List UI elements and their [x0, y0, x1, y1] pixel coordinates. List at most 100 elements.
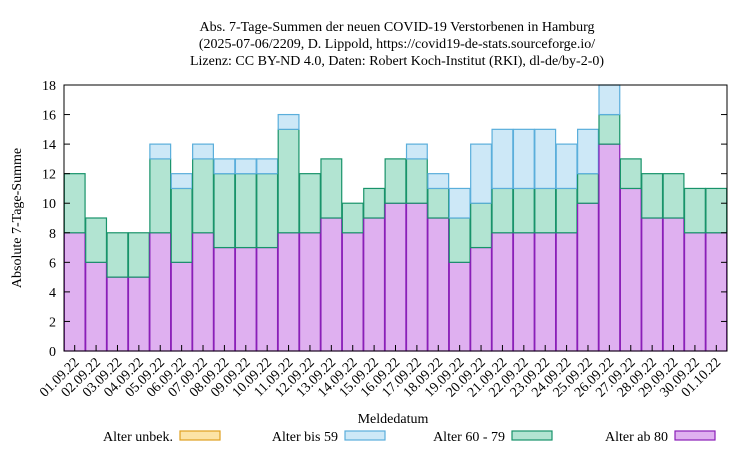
- bar-alter-60-79-26.09.22: [598, 113, 621, 145]
- title-line-3: Lizenz: CC BY-ND 4.0, Daten: Robert Koch…: [190, 54, 604, 69]
- x-axis-label: Meldedatum: [358, 412, 429, 427]
- bar-alter-60-79-27.09.22: [619, 158, 642, 190]
- bar-alter-60-79-05.09.22: [149, 158, 172, 234]
- bar-alter-ab-80-10.09.22: [256, 246, 279, 352]
- legend-item-alter-60-79: Alter 60 - 79: [433, 430, 553, 445]
- bar-alter-60-79-29.09.22: [662, 173, 685, 219]
- bar-alter-bis-59-09.09.22: [234, 158, 257, 175]
- title-line-1: Abs. 7-Tage-Summen der neuen COVID-19 Ve…: [199, 20, 594, 35]
- bar-alter-ab-80-17.09.22: [405, 202, 428, 352]
- bar-alter-60-79-11.09.22: [277, 128, 300, 234]
- legend-item-alter-bis-59: Alter bis 59: [272, 430, 386, 445]
- y-tick-label: 0: [49, 345, 56, 360]
- bar-alter-bis-59-05.09.22: [149, 143, 172, 160]
- y-tick-label: 10: [42, 197, 56, 212]
- bar-alter-ab-80-07.09.22: [192, 232, 214, 352]
- bar-alter-60-79-06.09.22: [170, 187, 193, 263]
- bars-layer: [63, 84, 728, 352]
- bar-alter-60-79-16.09.22: [384, 158, 407, 204]
- bar-alter-60-79-18.09.22: [427, 187, 450, 219]
- bar-alter-ab-80-04.09.22: [127, 276, 150, 352]
- bar-alter-ab-80-22.09.22: [512, 232, 535, 352]
- bar-alter-ab-80-15.09.22: [363, 217, 386, 352]
- y-tick-label: 4: [49, 286, 56, 301]
- bar-alter-60-79-10.09.22: [256, 173, 279, 249]
- legend-label: Alter ab 80: [605, 430, 668, 445]
- legend-swatch: [179, 430, 221, 441]
- y-axis: 0 2 4 6 8 10 12 14 16 18: [42, 79, 727, 360]
- bar-alter-ab-80-16.09.22: [384, 202, 407, 352]
- x-axis: 01.09.2202.09.2203.09.2204.09.2205.09.22…: [37, 345, 724, 400]
- legend-swatch: [344, 430, 386, 441]
- bar-alter-ab-80-09.09.22: [234, 246, 257, 352]
- bar-alter-ab-80-21.09.22: [491, 232, 514, 352]
- bar-alter-bis-59-18.09.22: [427, 173, 450, 190]
- bar-alter-60-79-20.09.22: [470, 202, 493, 249]
- bar-alter-60-79-12.09.22: [298, 173, 321, 234]
- bar-alter-ab-80-25.09.22: [577, 202, 599, 352]
- bar-alter-60-79-02.09.22: [85, 217, 108, 263]
- y-tick-label: 18: [42, 79, 56, 94]
- bar-alter-ab-80-03.09.22: [106, 276, 129, 352]
- chart-title: Abs. 7-Tage-Summen der neuen COVID-19 Ve…: [190, 20, 604, 69]
- bar-alter-ab-80-29.09.22: [662, 217, 685, 352]
- bar-alter-60-79-28.09.22: [641, 173, 664, 219]
- bar-alter-60-79-09.09.22: [234, 173, 257, 249]
- y-axis-label: Absolute 7-Tage-Summe: [10, 148, 25, 288]
- bar-alter-ab-80-08.09.22: [213, 246, 236, 352]
- bar-alter-60-79-22.09.22: [512, 187, 535, 234]
- legend-swatch: [511, 430, 553, 441]
- y-tick-label: 14: [42, 138, 56, 153]
- bar-alter-bis-59-23.09.22: [534, 128, 557, 190]
- bar-alter-60-79-13.09.22: [320, 158, 343, 219]
- bar-alter-bis-59-10.09.22: [256, 158, 279, 175]
- bar-alter-bis-59-06.09.22: [170, 173, 193, 190]
- bar-alter-ab-80-11.09.22: [277, 232, 300, 352]
- bar-alter-bis-59-25.09.22: [577, 128, 599, 175]
- bar-alter-ab-80-19.09.22: [448, 261, 471, 352]
- y-tick-label: 16: [42, 109, 56, 124]
- bar-alter-60-79-04.09.22: [127, 232, 150, 278]
- bar-alter-bis-59-19.09.22: [448, 187, 471, 219]
- bar-alter-60-79-21.09.22: [491, 187, 514, 234]
- bar-alter-60-79-19.09.22: [448, 217, 471, 263]
- bar-alter-60-79-15.09.22: [363, 187, 386, 219]
- bar-alter-60-79-07.09.22: [192, 158, 214, 234]
- bar-alter-60-79-08.09.22: [213, 173, 236, 249]
- bar-alter-ab-80-20.09.22: [470, 246, 493, 352]
- y-tick-label: 12: [42, 168, 56, 183]
- bar-alter-ab-80-14.09.22: [341, 232, 364, 352]
- bar-alter-bis-59-17.09.22: [405, 143, 428, 160]
- bar-alter-ab-80-02.09.22: [85, 261, 108, 352]
- bar-alter-60-79-25.09.22: [577, 173, 599, 204]
- bar-alter-ab-80-12.09.22: [298, 232, 321, 352]
- legend-item-alter-ab-80: Alter ab 80: [605, 430, 716, 445]
- bar-alter-ab-80-26.09.22: [598, 143, 621, 352]
- y-tick-label: 8: [49, 227, 56, 242]
- bar-alter-60-79-01.10.22: [705, 187, 728, 234]
- bar-alter-ab-80-18.09.22: [427, 217, 450, 352]
- legend: Alter unbek. Alter bis 59 Alter 60 - 79 Alt…: [103, 430, 716, 445]
- title-line-2: (2025-07-06/2209, D. Lippold, https://co…: [199, 37, 595, 52]
- legend-item-alter-unbek: Alter unbek.: [103, 430, 221, 445]
- bar-alter-bis-59-07.09.22: [192, 143, 214, 160]
- bar-alter-bis-59-20.09.22: [470, 143, 493, 204]
- bar-alter-60-79-23.09.22: [534, 187, 557, 234]
- bar-alter-ab-80-28.09.22: [641, 217, 664, 352]
- legend-swatch: [674, 430, 716, 441]
- legend-label: Alter unbek.: [103, 430, 173, 445]
- y-tick-label: 2: [49, 315, 56, 330]
- bar-alter-ab-80-06.09.22: [170, 261, 193, 352]
- bar-alter-bis-59-11.09.22: [277, 113, 300, 130]
- bar-alter-60-79-24.09.22: [555, 187, 578, 234]
- bar-alter-ab-80-27.09.22: [619, 187, 642, 352]
- bar-alter-ab-80-24.09.22: [555, 232, 578, 352]
- bar-alter-60-79-03.09.22: [106, 232, 129, 278]
- bar-alter-bis-59-08.09.22: [213, 158, 236, 175]
- bar-alter-bis-59-22.09.22: [512, 128, 535, 190]
- bar-alter-ab-80-23.09.22: [534, 232, 557, 352]
- y-tick-label: 6: [49, 256, 56, 271]
- bar-alter-bis-59-26.09.22: [598, 84, 621, 116]
- bar-alter-bis-59-24.09.22: [555, 143, 578, 190]
- bar-alter-ab-80-13.09.22: [320, 217, 343, 352]
